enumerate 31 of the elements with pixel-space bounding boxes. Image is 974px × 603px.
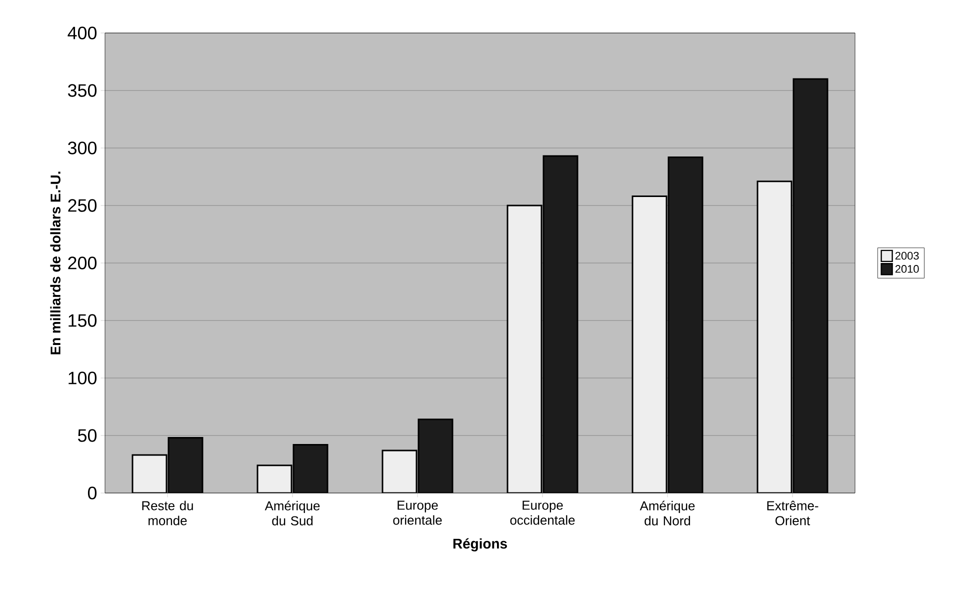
bar bbox=[506, 204, 542, 493]
x-tick-label: Amérique du Nord bbox=[640, 500, 695, 526]
x-tick-label: Reste du monde bbox=[142, 500, 193, 526]
y-tick-label: 300 bbox=[68, 142, 97, 154]
bar bbox=[382, 450, 418, 493]
y-tick-label: 200 bbox=[68, 256, 97, 270]
bar bbox=[632, 196, 668, 493]
y-tick-label: 400 bbox=[68, 26, 97, 40]
bar bbox=[256, 464, 292, 493]
bar bbox=[756, 180, 792, 493]
y-tick-label: 100 bbox=[68, 372, 97, 384]
x-tick-label: Extrême-Orient bbox=[767, 500, 818, 526]
bar bbox=[168, 437, 204, 493]
legend-label: 2003 bbox=[895, 252, 919, 260]
bar bbox=[542, 155, 578, 493]
y-tick-label: 250 bbox=[68, 199, 97, 212]
y-tick-label: 50 bbox=[78, 429, 97, 442]
x-tick-label: Europe occidentale bbox=[510, 500, 575, 525]
bar bbox=[668, 156, 704, 493]
bar bbox=[292, 444, 328, 493]
y-tick-label: 350 bbox=[68, 84, 97, 97]
x-tick-label: Europe orientale bbox=[393, 500, 442, 525]
legend-label: 2010 bbox=[895, 265, 919, 273]
x-axis-title: Régions bbox=[453, 538, 507, 552]
y-tick-label: 0 bbox=[88, 486, 97, 500]
bar bbox=[418, 418, 454, 493]
bar bbox=[132, 454, 168, 493]
y-axis-title: En milliards de dollars E.-U. bbox=[50, 172, 60, 354]
bar bbox=[792, 78, 828, 493]
x-tick-label: Amérique du Sud bbox=[264, 500, 320, 526]
y-tick-label: 150 bbox=[68, 314, 97, 327]
